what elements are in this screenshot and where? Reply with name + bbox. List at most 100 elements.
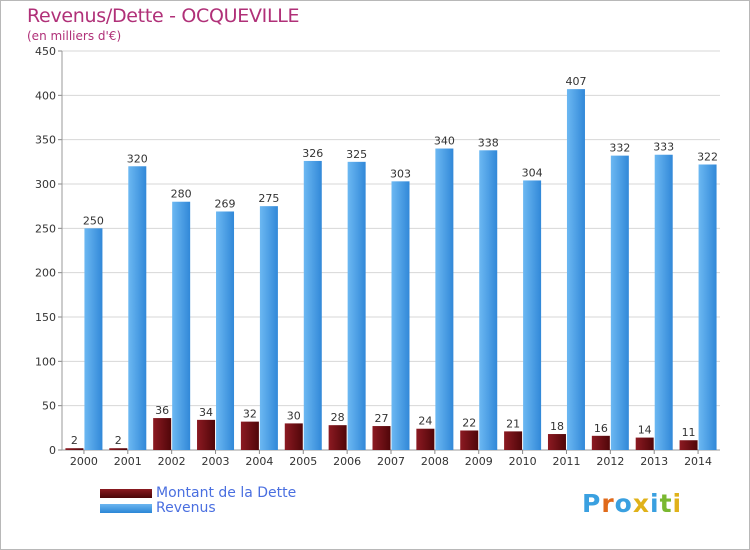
x-tick-label-2012: 2012	[596, 455, 624, 468]
y-tick-label: 400	[35, 89, 56, 102]
value-label-revenus-2000: 250	[83, 214, 104, 227]
bar-dette-2013	[635, 437, 654, 450]
bar-dette-2000	[65, 448, 84, 450]
logo-letter: t	[659, 489, 673, 518]
bars	[65, 89, 717, 451]
value-label-revenus-2008: 340	[434, 135, 455, 148]
bar-dette-2001	[109, 448, 128, 450]
logo-letter: P	[582, 489, 602, 518]
value-label-dette-2002: 36	[155, 404, 169, 417]
value-label-dette-2014: 11	[682, 426, 696, 439]
bar-dette-2012	[591, 435, 610, 450]
x-tick-label-2004: 2004	[245, 455, 273, 468]
value-label-dette-2009: 22	[462, 416, 476, 429]
value-label-dette-2008: 24	[418, 415, 432, 428]
value-label-revenus-2014: 322	[697, 150, 718, 163]
bar-revenus-2013	[654, 154, 673, 451]
value-label-dette-2010: 21	[506, 417, 520, 430]
x-tick-label-2007: 2007	[377, 455, 405, 468]
y-tick-label: 50	[42, 400, 56, 413]
bar-revenus-2009	[479, 150, 498, 450]
y-tick-label: 450	[35, 45, 56, 58]
value-label-revenus-2012: 332	[609, 142, 630, 155]
value-label-revenus-2001: 320	[127, 152, 148, 165]
bar-dette-2014	[679, 440, 698, 450]
proxiti-logo: Proxiti	[582, 489, 682, 518]
bar-revenus-2012	[610, 155, 629, 451]
y-axis-ticks: 0 50 100 150 200 250 300 350 400 450	[35, 45, 56, 457]
x-tick-label-2003: 2003	[202, 455, 230, 468]
value-label-dette-2006: 28	[331, 411, 345, 424]
bar-dette-2007	[372, 426, 391, 450]
x-axis-ticks: 2000 2001 2002 2003 2004 2005 2006 2007 2008 2009…	[70, 450, 712, 468]
bar-dette-2011	[547, 434, 566, 450]
value-label-dette-2001: 2	[115, 434, 122, 447]
value-label-dette-2004: 32	[243, 408, 257, 421]
value-label-dette-2003: 34	[199, 406, 213, 419]
x-tick-label-2002: 2002	[158, 455, 186, 468]
bar-dette-2006	[328, 425, 347, 450]
value-label-revenus-2006: 325	[346, 148, 367, 161]
bar-revenus-2014	[698, 164, 717, 450]
legend-swatch-revenus	[100, 504, 152, 513]
x-tick-label-2008: 2008	[421, 455, 449, 468]
bar-revenus-2011	[566, 89, 585, 451]
y-tick-label: 100	[35, 355, 56, 368]
bar-dette-2002	[153, 418, 172, 450]
logo-letter: i	[650, 489, 660, 518]
bar-dette-2003	[197, 419, 216, 450]
bar-revenus-2003	[216, 211, 235, 450]
value-label-revenus-2011: 407	[565, 75, 586, 88]
legend-label-revenus: Revenus	[156, 500, 216, 516]
y-tick-label: 300	[35, 178, 56, 191]
value-label-revenus-2004: 275	[258, 192, 279, 205]
x-tick-label-2013: 2013	[640, 455, 668, 468]
x-tick-label-2001: 2001	[114, 455, 142, 468]
bar-dette-2010	[504, 431, 523, 450]
y-tick-label: 200	[35, 267, 56, 280]
value-label-revenus-2005: 326	[302, 147, 323, 160]
value-label-revenus-2013: 333	[653, 141, 674, 154]
bar-revenus-2002	[172, 201, 191, 450]
value-label-revenus-2002: 280	[171, 188, 192, 201]
bar-dette-2008	[416, 428, 435, 450]
x-tick-label-2010: 2010	[509, 455, 537, 468]
x-tick-label-2011: 2011	[552, 455, 580, 468]
value-label-dette-2011: 18	[550, 420, 564, 433]
x-tick-label-2006: 2006	[333, 455, 361, 468]
value-label-dette-2007: 27	[375, 412, 389, 425]
bar-dette-2009	[460, 430, 479, 450]
value-labels: 2 250 2 320 36 280 34 269 32 275 30 326 28 325 27 303 24…	[71, 75, 718, 447]
x-tick-label-2000: 2000	[70, 455, 98, 468]
bar-dette-2004	[240, 421, 259, 450]
x-tick-label-2014: 2014	[684, 455, 712, 468]
x-tick-label-2005: 2005	[289, 455, 317, 468]
legend-swatch-dette	[100, 489, 152, 498]
y-tick-label: 150	[35, 311, 56, 324]
x-tick-label-2009: 2009	[465, 455, 493, 468]
value-label-revenus-2009: 338	[478, 136, 499, 149]
bar-revenus-2006	[347, 161, 366, 451]
bar-revenus-2000	[84, 228, 103, 450]
y-tick-label: 350	[35, 134, 56, 147]
bar-revenus-2007	[391, 181, 410, 450]
y-tick-label: 0	[49, 444, 56, 457]
bar-dette-2005	[284, 423, 303, 450]
legend-label-dette: Montant de la Dette	[156, 485, 297, 501]
bar-revenus-2010	[523, 180, 542, 450]
bar-revenus-2005	[303, 160, 322, 451]
value-label-dette-2000: 2	[71, 434, 78, 447]
bar-revenus-2004	[259, 206, 278, 450]
value-label-revenus-2010: 304	[522, 166, 543, 179]
logo-letter: x	[632, 489, 650, 518]
logo-letter: r	[601, 489, 615, 518]
chart-title: Revenus/Dette - OCQUEVILLE	[27, 5, 300, 27]
chart-subtitle: (en milliers d'€)	[27, 29, 122, 43]
logo-letter: o	[614, 489, 633, 518]
y-tick-label: 250	[35, 222, 56, 235]
bar-revenus-2001	[128, 166, 147, 450]
logo-letter: i	[672, 489, 683, 518]
value-label-dette-2013: 14	[638, 424, 652, 437]
value-label-revenus-2007: 303	[390, 167, 411, 180]
